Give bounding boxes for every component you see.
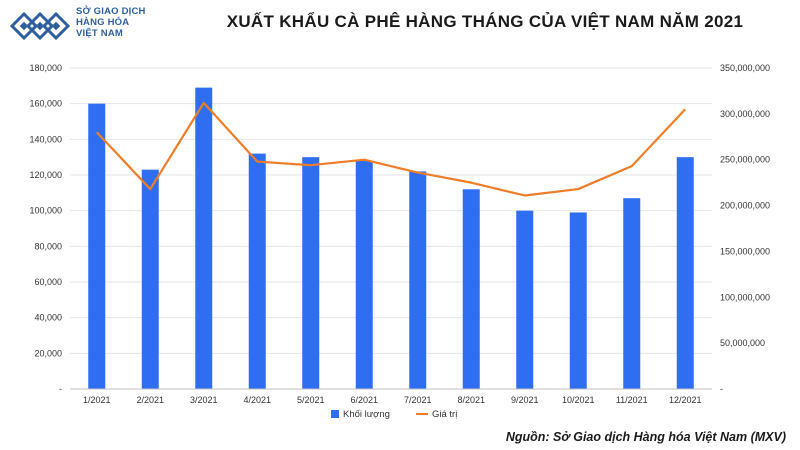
x-tick-label: 3/2021 xyxy=(190,395,218,405)
bar-khoi-luong xyxy=(516,210,534,389)
legend-label-gia-tri: Giá trị xyxy=(432,409,457,420)
x-tick-label: 8/2021 xyxy=(457,395,485,405)
x-axis: 1/2021 2/2021 3/2021 4/2021 5/2021 6/2021 7/20… xyxy=(70,388,712,405)
x-tick-label: 7/2021 xyxy=(404,395,432,405)
y-left-tick-label: 60,000 xyxy=(34,277,62,287)
y-right-tick-label: 150,000,000 xyxy=(720,246,770,256)
y-right-tick-label: 100,000,000 xyxy=(720,292,770,302)
y-axis-right: - 50,000,000 100,000,000 150,000,000 200,000… xyxy=(720,63,770,394)
line-layer xyxy=(95,101,687,197)
legend: Khối lượng Giá trị xyxy=(331,409,457,420)
legend-swatch-khoi-luong xyxy=(331,410,339,418)
y-left-tick-label: 180,000 xyxy=(29,63,62,73)
grid-layer xyxy=(70,67,712,390)
bar-layer xyxy=(88,87,694,390)
logo-line-2: HÀNG HÓA xyxy=(76,17,130,28)
bar-khoi-luong xyxy=(569,212,587,389)
logo-line-1: SỞ GIAO DỊCH xyxy=(76,6,146,17)
x-tick-label: 4/2021 xyxy=(243,395,271,405)
legend-label-khoi-luong: Khối lượng xyxy=(343,409,390,420)
y-left-tick-label: 40,000 xyxy=(34,313,62,323)
logo-line-3: VIỆT NAM xyxy=(76,28,123,39)
x-tick-label: 9/2021 xyxy=(511,395,539,405)
bar-khoi-luong xyxy=(195,87,213,389)
y-left-tick-label: 160,000 xyxy=(29,99,62,109)
line-gia-tri xyxy=(95,101,687,197)
y-right-tick-label: 350,000,000 xyxy=(720,63,770,73)
logo-wordmark: SỞ GIAO DỊCH HÀNG HÓA VIỆT NAM xyxy=(76,6,146,39)
y-right-tick-label: 300,000,000 xyxy=(720,109,770,119)
x-tick-label: 11/2021 xyxy=(616,395,648,405)
bar-khoi-luong xyxy=(409,171,427,389)
y-left-tick-label: 20,000 xyxy=(34,348,62,358)
bar-khoi-luong xyxy=(141,169,159,389)
y-right-tick-label: 200,000,000 xyxy=(720,201,770,211)
x-tick-label: 12/2021 xyxy=(669,395,702,405)
bar-khoi-luong xyxy=(623,198,641,389)
source-note: Nguồn: Sở Giao dịch Hàng hóa Việt Nam (M… xyxy=(505,430,786,444)
y-right-tick-label: 50,000,000 xyxy=(720,338,765,348)
bar-khoi-luong xyxy=(302,157,320,389)
y-right-tick-label: 250,000,000 xyxy=(720,155,770,165)
x-tick-label: 1/2021 xyxy=(83,395,111,405)
y-left-tick-label: 80,000 xyxy=(34,241,62,251)
y-left-tick-label: - xyxy=(59,384,62,394)
x-tick-label: 2/2021 xyxy=(136,395,164,405)
bar-khoi-luong xyxy=(88,103,106,390)
y-right-tick-label: - xyxy=(720,384,723,394)
bar-khoi-luong xyxy=(355,160,373,389)
bar-khoi-luong xyxy=(462,189,480,389)
y-left-tick-label: 100,000 xyxy=(29,206,62,216)
x-tick-label: 10/2021 xyxy=(562,395,595,405)
bar-khoi-luong xyxy=(676,157,694,389)
x-tick-label: 6/2021 xyxy=(350,395,378,405)
logo-icon xyxy=(9,11,71,41)
y-axis-left: - 20,000 40,000 60,000 80,000 100,000 120,000 1… xyxy=(29,63,62,394)
y-left-tick-label: 120,000 xyxy=(29,170,62,180)
chart-title: XUẤT KHẨU CÀ PHÊ HÀNG THÁNG CỦA VIỆT NAM… xyxy=(226,12,744,31)
y-left-tick-label: 140,000 xyxy=(29,134,62,144)
x-tick-label: 5/2021 xyxy=(297,395,325,405)
bar-khoi-luong xyxy=(248,153,266,389)
